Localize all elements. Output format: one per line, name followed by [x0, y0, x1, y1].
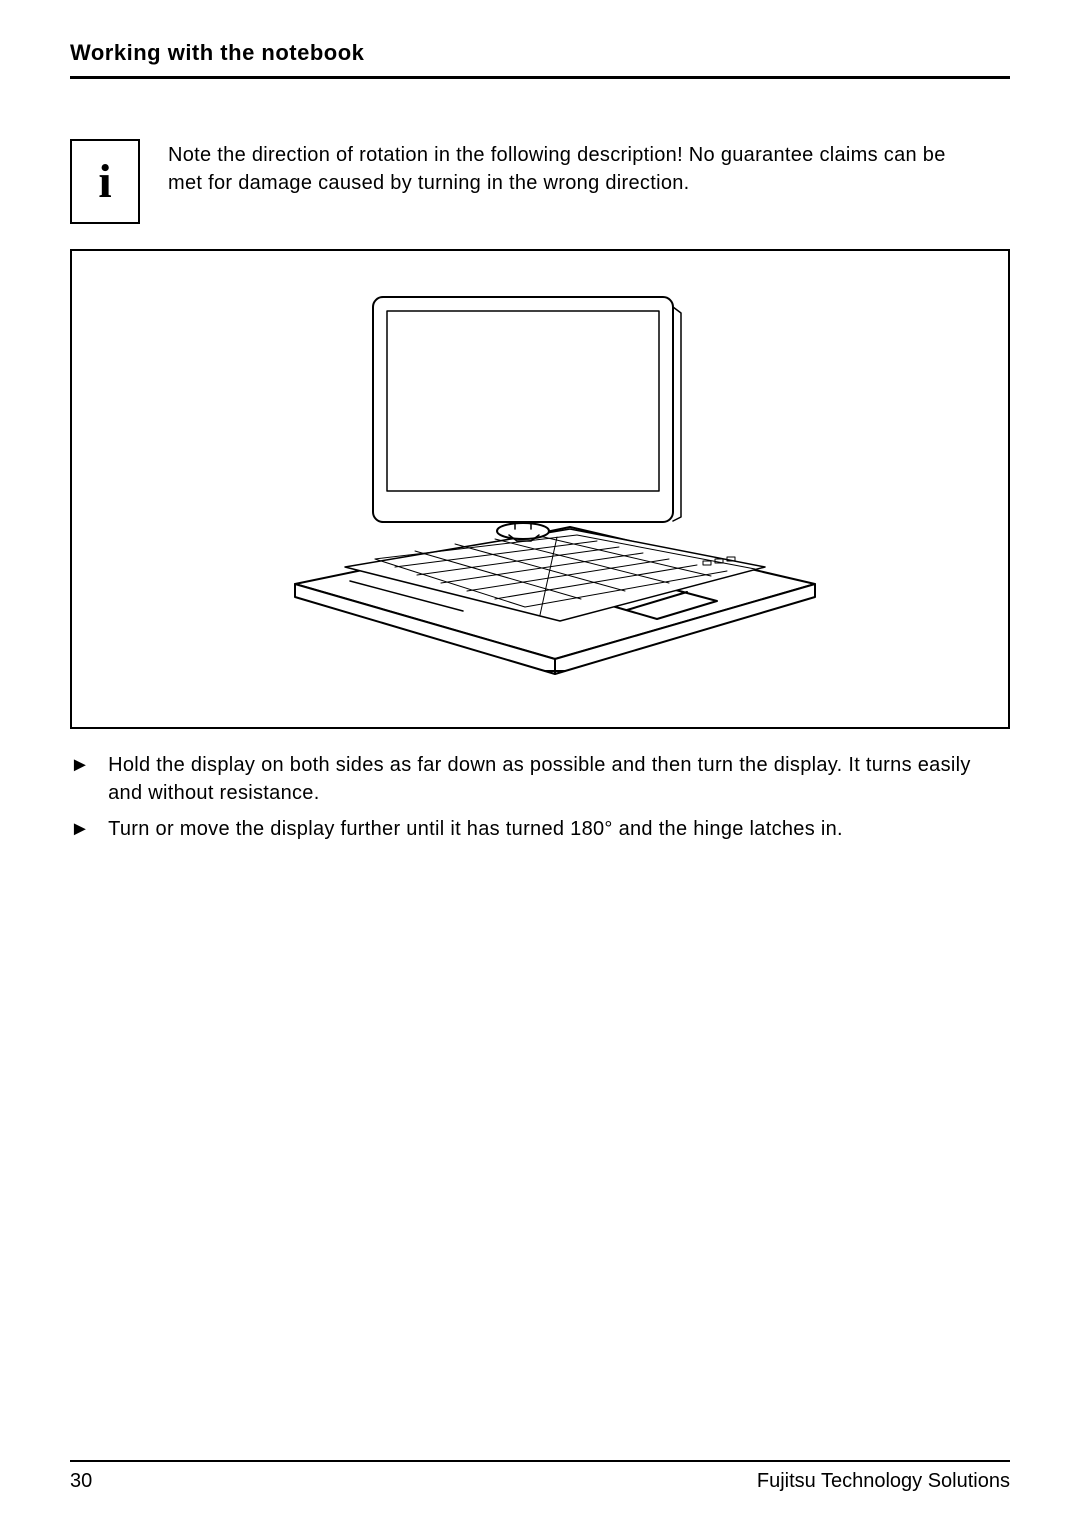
footer: 30 Fujitsu Technology Solutions: [70, 1460, 1010, 1493]
laptop-illustration: [225, 279, 855, 699]
page: Working with the notebook i Note the dir…: [0, 0, 1080, 1529]
step-item: ► Hold the display on both sides as far …: [70, 751, 1010, 807]
info-callout: i Note the direction of rotation in the …: [70, 139, 1010, 224]
figure-frame: [70, 249, 1010, 729]
step-text: Turn or move the display further until i…: [108, 815, 843, 843]
step-marker-icon: ►: [70, 815, 90, 843]
page-title: Working with the notebook: [70, 40, 1010, 66]
step-item: ► Turn or move the display further until…: [70, 815, 1010, 843]
header-rule: [70, 76, 1010, 79]
step-marker-icon: ►: [70, 751, 90, 779]
footer-rule: [70, 1460, 1010, 1462]
info-icon: i: [70, 139, 140, 224]
step-text: Hold the display on both sides as far do…: [108, 751, 1010, 807]
page-number: 30: [70, 1470, 92, 1493]
info-text: Note the direction of rotation in the fo…: [168, 139, 948, 197]
footer-company: Fujitsu Technology Solutions: [757, 1470, 1010, 1493]
step-list: ► Hold the display on both sides as far …: [70, 751, 1010, 843]
